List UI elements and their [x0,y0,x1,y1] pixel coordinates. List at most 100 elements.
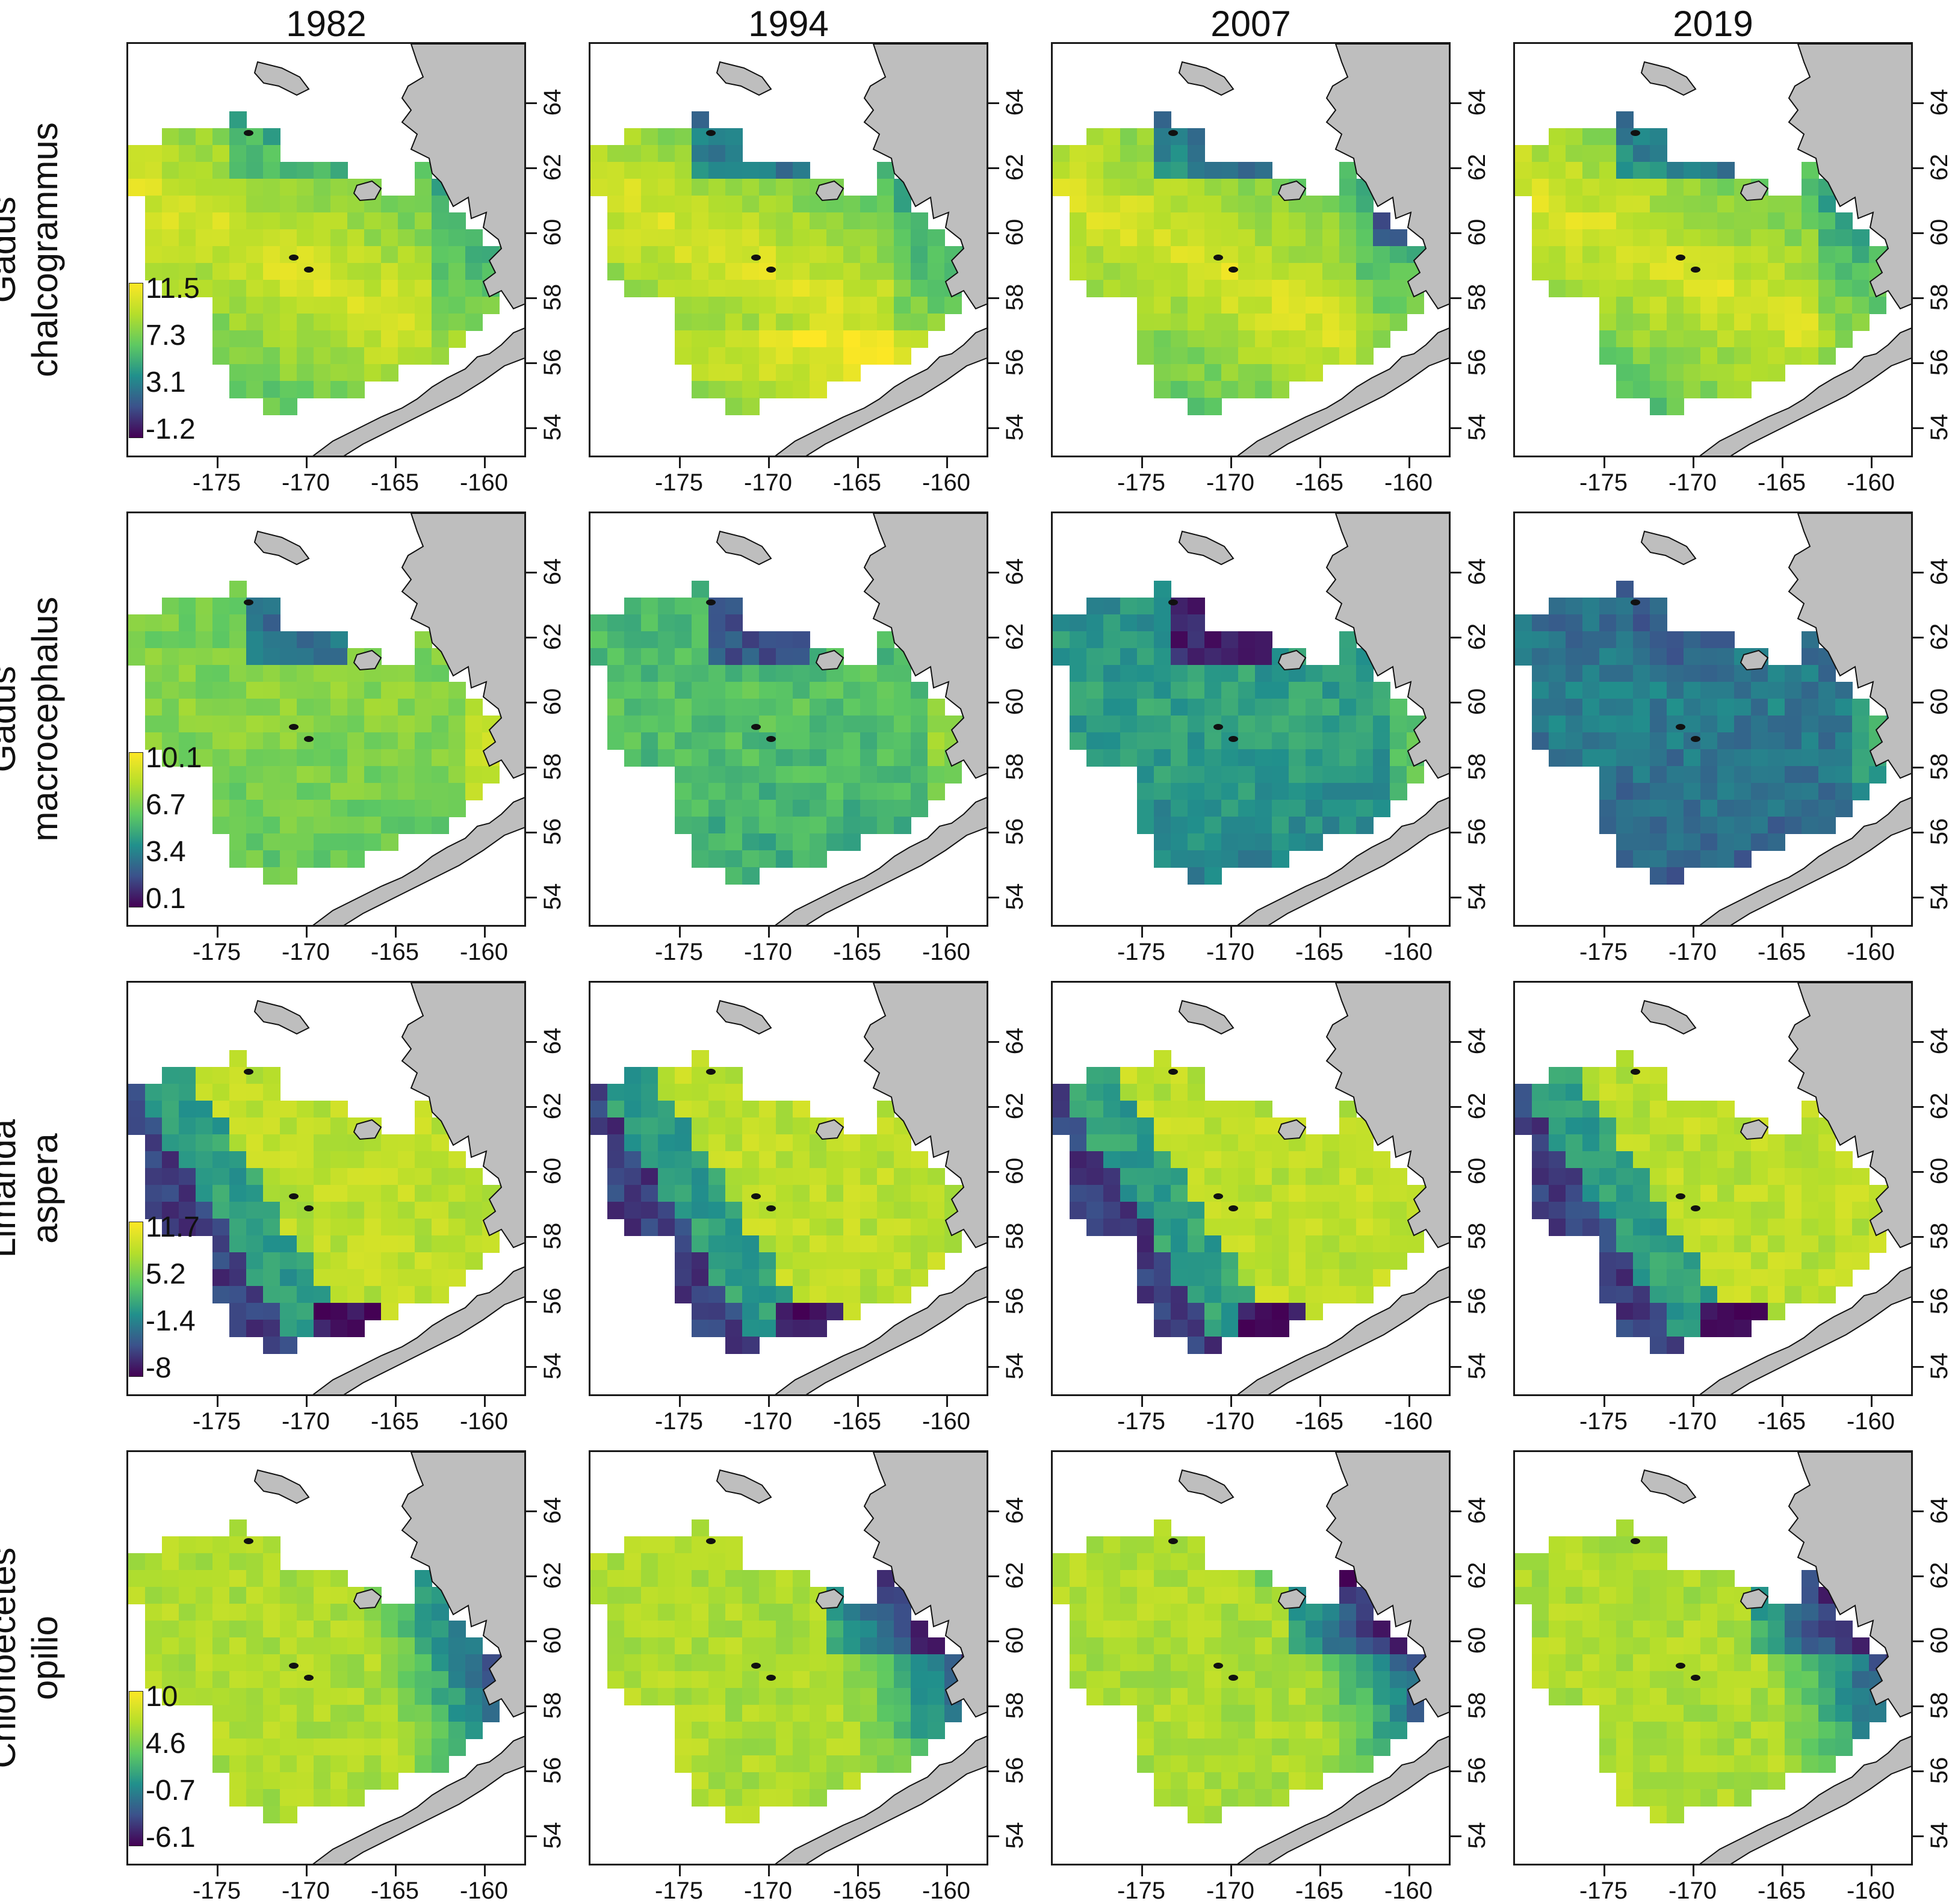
y-tick-mark [526,637,537,638]
raster-cell [196,1134,213,1152]
raster-cell [432,280,449,297]
raster-cell [1339,1117,1357,1135]
y-tick-mark [526,1236,537,1238]
raster-cell [1684,749,1701,767]
raster-cell [1289,1705,1306,1722]
raster-cell [1154,1536,1171,1554]
raster-cell [1599,1755,1617,1773]
raster-cell [1188,699,1205,716]
raster-cell [675,330,692,348]
raster-cell [1356,297,1374,314]
raster-cell [1289,833,1306,851]
raster-cell [1582,699,1600,716]
abundance-raster [128,581,516,885]
raster-cell [1272,1705,1289,1722]
raster-cell [1582,196,1600,213]
raster-cell [1137,1536,1154,1554]
raster-cell [759,229,776,247]
x-tick-label: -160 [1384,939,1433,965]
raster-cell [1700,162,1718,179]
raster-cell [1086,246,1104,264]
raster-cell [843,1134,861,1152]
raster-cell [1717,1303,1735,1320]
raster-cell [1070,1587,1087,1604]
x-tick-mark [1782,927,1783,938]
raster-cell [1818,1688,1836,1705]
raster-cell [1171,749,1188,767]
raster-cell [1070,1654,1087,1672]
raster-cell [1717,381,1735,398]
raster-cell [1137,1168,1154,1185]
y-tick-label: 58 [1464,1692,1490,1719]
raster-cell [1103,1202,1121,1219]
raster-cell [894,1755,911,1773]
raster-cell [843,1168,861,1185]
raster-cell [1566,598,1583,615]
raster-cell [1818,1621,1836,1638]
raster-cell [843,1604,861,1621]
pribilof-island [244,1538,253,1544]
raster-cell [759,314,776,331]
raster-cell [692,347,709,365]
raster-cell [1221,314,1239,331]
raster-cell [263,1755,280,1773]
raster-cell [432,1202,449,1219]
raster-cell [381,1202,398,1219]
raster-cell [1154,665,1171,682]
y-tick-label: 58 [539,283,566,311]
raster-cell [448,766,466,784]
species-label: Gadus macrocephalus [0,533,66,906]
y-tick-label: 62 [1464,623,1490,651]
raster-cell [1650,732,1667,750]
raster-cell [1667,314,1684,331]
raster-cell [776,783,793,800]
raster-cell [1667,1286,1684,1303]
raster-cell [1532,1168,1549,1185]
raster-cell [1070,716,1087,733]
raster-cell [196,128,213,146]
raster-cell [1204,1604,1222,1621]
raster-cell [229,1519,247,1537]
raster-cell [1339,1219,1357,1236]
raster-cell [1356,817,1374,834]
raster-cell [263,1168,280,1185]
raster-cell [432,817,449,834]
raster-cell [1582,1151,1600,1169]
raster-cell [465,1219,483,1236]
raster-cell [1339,347,1357,365]
raster-cell [229,800,247,817]
raster-cell [1785,665,1802,682]
raster-cell [162,145,179,162]
raster-cell [1289,783,1306,800]
raster-cell [1700,665,1718,682]
y-tick-mark [1913,427,1924,429]
raster-cell [1204,1252,1222,1270]
raster-cell [145,1151,163,1169]
raster-cell [1390,297,1407,314]
raster-cell [1306,1252,1323,1270]
raster-cell [1768,1269,1785,1287]
raster-cell [1188,162,1205,179]
raster-cell [1103,1604,1121,1621]
raster-cell [692,1570,709,1587]
raster-cell [1700,800,1718,817]
raster-cell [1137,800,1154,817]
st-lawrence-island [253,530,310,566]
raster-cell [793,1252,810,1270]
raster-cell [725,867,743,885]
raster-cell [1734,1739,1752,1756]
raster-cell [1188,297,1205,314]
raster-cell [1188,800,1205,817]
raster-cell [1751,682,1768,699]
raster-cell [330,817,348,834]
raster-cell [944,1235,962,1253]
raster-cell [742,1705,760,1722]
st-lawrence-island [1178,1469,1235,1504]
raster-cell [1306,1688,1323,1705]
raster-cell [330,381,348,398]
raster-cell [590,1101,608,1118]
raster-cell [607,614,625,632]
raster-cell [381,766,398,784]
raster-cell [1599,314,1617,331]
raster-cell [1599,347,1617,365]
